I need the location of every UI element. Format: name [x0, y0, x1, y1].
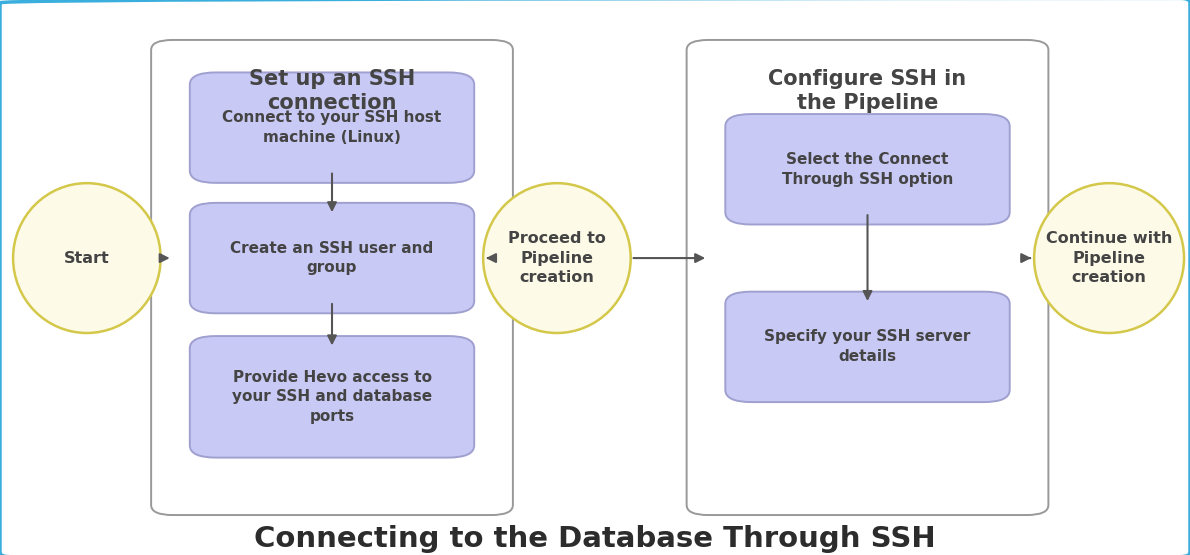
FancyBboxPatch shape [726, 292, 1009, 402]
Text: Continue with
Pipeline
creation: Continue with Pipeline creation [1046, 231, 1172, 285]
Text: Create an SSH user and
group: Create an SSH user and group [231, 241, 433, 275]
FancyBboxPatch shape [190, 72, 475, 183]
Text: Configure SSH in
the Pipeline: Configure SSH in the Pipeline [769, 69, 966, 113]
FancyBboxPatch shape [190, 203, 475, 313]
FancyBboxPatch shape [726, 114, 1009, 225]
Ellipse shape [13, 183, 161, 333]
Text: Connect to your SSH host
machine (Linux): Connect to your SSH host machine (Linux) [223, 110, 441, 145]
Ellipse shape [483, 183, 631, 333]
Text: Set up an SSH
connection: Set up an SSH connection [249, 69, 415, 113]
FancyBboxPatch shape [151, 40, 513, 515]
FancyBboxPatch shape [190, 336, 475, 457]
Ellipse shape [1034, 183, 1184, 333]
Text: Specify your SSH server
details: Specify your SSH server details [764, 330, 971, 364]
Text: Proceed to
Pipeline
creation: Proceed to Pipeline creation [508, 231, 606, 285]
Text: Connecting to the Database Through SSH: Connecting to the Database Through SSH [255, 526, 935, 553]
Text: Provide Hevo access to
your SSH and database
ports: Provide Hevo access to your SSH and data… [232, 370, 432, 424]
Text: Start: Start [64, 250, 109, 266]
Text: Select the Connect
Through SSH option: Select the Connect Through SSH option [782, 152, 953, 186]
FancyBboxPatch shape [687, 40, 1048, 515]
